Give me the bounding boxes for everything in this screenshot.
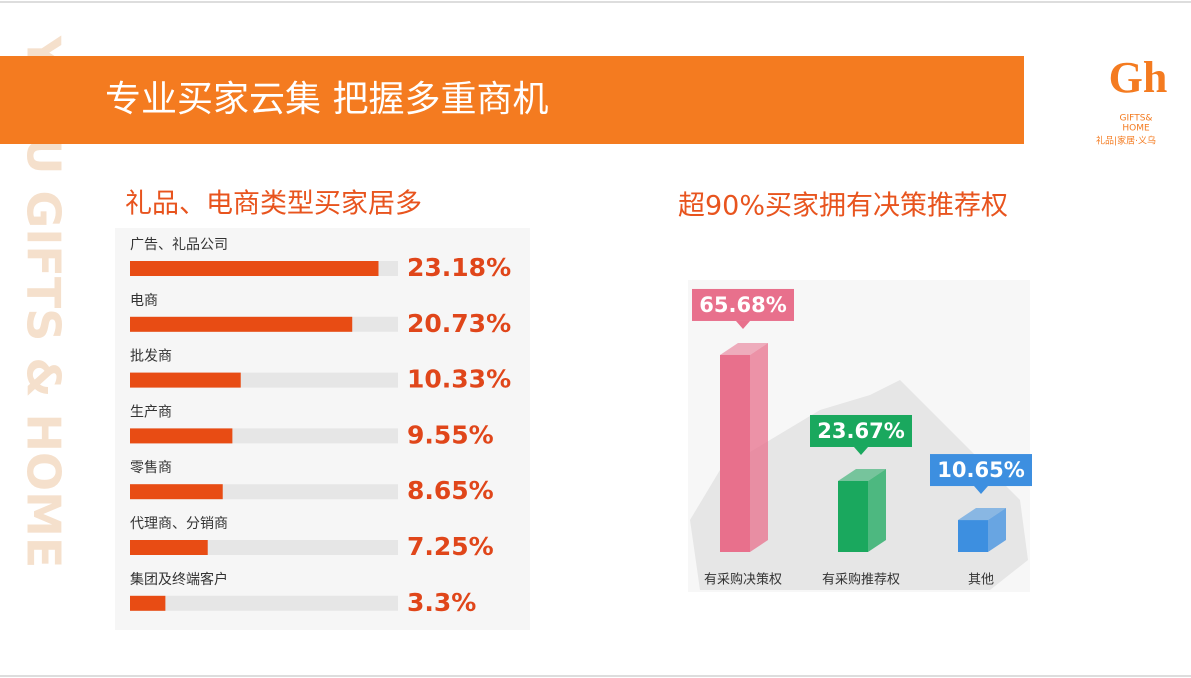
category-label: 其他 — [968, 573, 994, 588]
category-label: 代理商、分销商 — [130, 516, 228, 532]
category-label: 有采购推荐权 — [822, 572, 900, 588]
category-label: 生产商 — [130, 404, 172, 420]
chart-title: 超90%买家拥有决策推荐权 — [678, 191, 1008, 222]
header-bar — [0, 56, 1024, 144]
bar — [130, 372, 241, 388]
bar-track — [130, 595, 398, 611]
value-pointer — [736, 320, 750, 329]
value-label: 8.65% — [407, 476, 494, 505]
logo-line2: HOME — [1122, 124, 1150, 134]
bar — [130, 428, 233, 444]
value-box — [930, 454, 1032, 487]
bar-side — [750, 342, 768, 552]
bar-top — [720, 342, 768, 355]
logo-sub: 礼品|家居·义乌 — [1096, 135, 1156, 147]
logo-line1: GIFTS& — [1120, 114, 1153, 124]
bar — [130, 540, 208, 555]
value-label: 3.3% — [407, 588, 476, 617]
category-label: 广告、礼品公司 — [130, 237, 228, 253]
bar — [130, 316, 353, 332]
bar-top — [838, 468, 886, 481]
value-label: 65.68% — [699, 293, 786, 317]
value-label: 23.67% — [817, 419, 904, 443]
value-box — [692, 288, 794, 321]
bar-front — [958, 520, 988, 552]
value-box — [810, 414, 912, 447]
header-title: 专业买家云集 把握多重商机 — [105, 79, 548, 120]
value-label: 10.65% — [937, 458, 1024, 482]
bar — [130, 484, 223, 500]
value-label: 9.55% — [407, 420, 494, 449]
bar — [130, 261, 379, 276]
value-label: 23.18% — [407, 253, 511, 282]
category-label: 集团及终端客户 — [130, 571, 228, 588]
category-label: 有采购决策权 — [704, 572, 782, 588]
bar-side — [868, 468, 886, 552]
value-label: 20.73% — [407, 309, 511, 338]
value-label: 10.33% — [407, 365, 511, 394]
value-pointer — [974, 486, 988, 495]
bar-top — [958, 508, 1006, 521]
bar-side — [988, 508, 1006, 552]
category-label: 零售商 — [130, 460, 172, 476]
category-label: 电商 — [130, 293, 158, 309]
bar — [130, 595, 166, 611]
value-pointer — [854, 446, 868, 455]
bar-front — [838, 480, 868, 552]
value-label: 7.25% — [407, 532, 494, 561]
logo-mark: Gh — [1109, 53, 1168, 102]
bar-front — [720, 354, 750, 552]
category-label: 批发商 — [130, 349, 172, 365]
chart-title: 礼品、电商类型买家居多 — [125, 189, 422, 220]
